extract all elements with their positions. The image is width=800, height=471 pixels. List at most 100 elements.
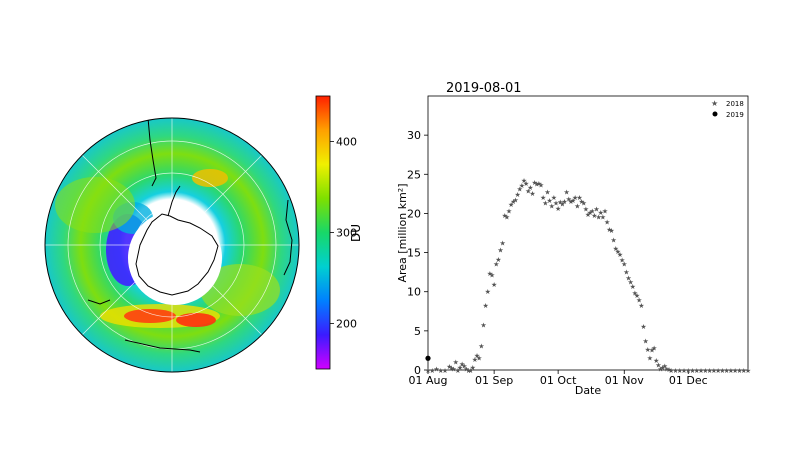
point-2018: ★ (647, 354, 653, 362)
point-2018: ★ (480, 322, 486, 330)
point-2018: ★ (508, 201, 514, 209)
point-2018: ★ (694, 367, 700, 375)
point-2018: ★ (685, 367, 691, 375)
chart-title: 2019-08-01 (446, 81, 522, 96)
point-2018: ★ (450, 365, 456, 373)
point-2018: ★ (581, 199, 587, 207)
y-tick-label: 15 (407, 247, 421, 260)
point-2018: ★ (653, 357, 659, 365)
point-2018: ★ (482, 302, 488, 310)
legend-marker-2019 (712, 111, 718, 117)
point-2018: ★ (512, 196, 518, 204)
ozone-band-se (200, 264, 280, 316)
point-2018: ★ (566, 196, 572, 204)
point-2018: ★ (689, 367, 695, 375)
point-2018: ★ (495, 256, 501, 264)
point-2018: ★ (519, 182, 525, 190)
point-2018: ★ (510, 198, 516, 206)
x-tick-label: 01 Nov (605, 374, 644, 387)
point-2018: ★ (724, 367, 730, 375)
point-2018: ★ (487, 270, 493, 278)
point-2018: ★ (640, 323, 646, 331)
point-2018: ★ (517, 185, 523, 193)
x-axis-label: Date (575, 384, 602, 397)
point-2018: ★ (527, 184, 533, 192)
point-2018: ★ (559, 200, 565, 208)
point-2018: ★ (551, 194, 557, 202)
y-tick-label: 10 (407, 286, 421, 299)
point-2018: ★ (589, 207, 595, 215)
plot-area (427, 95, 749, 371)
point-2018: ★ (638, 302, 644, 310)
y-axis-label: Area [million km²] (396, 183, 409, 282)
point-2018: ★ (465, 367, 471, 375)
point-2018: ★ (574, 203, 580, 211)
point-2018: ★ (672, 367, 678, 375)
point-2018: ★ (585, 211, 591, 219)
point-2018: ★ (657, 365, 663, 373)
point-2018: ★ (470, 364, 476, 372)
point-2018: ★ (598, 209, 604, 217)
point-2018: ★ (651, 344, 657, 352)
point-2018: ★ (459, 361, 465, 369)
point-2018: ★ (555, 205, 561, 213)
point-2018: ★ (608, 227, 614, 235)
point-2018: ★ (446, 363, 452, 371)
x-axis-ticks: 01 Aug 01 Sep 01 Oct 01 Nov 01 Dec (409, 370, 708, 387)
point-2018: ★ (529, 190, 535, 198)
point-2018: ★ (715, 367, 721, 375)
globe-outline (44, 117, 300, 373)
tasmania-coast (87, 299, 111, 305)
point-2018: ★ (491, 281, 497, 289)
point-2018: ★ (549, 203, 555, 211)
point-2018: ★ (664, 365, 670, 373)
point-2018: ★ (570, 197, 576, 205)
y-tick-label: 25 (407, 168, 421, 181)
point-2018: ★ (668, 367, 674, 375)
ozone-max-s2 (176, 313, 216, 327)
colorbar-tick-label: 200 (336, 318, 357, 331)
point-2018: ★ (642, 337, 648, 345)
point-2018: ★ (736, 367, 742, 375)
point-2018: ★ (655, 362, 661, 370)
point-2018: ★ (741, 367, 747, 375)
point-2018: ★ (625, 275, 631, 283)
ozone-field (45, 118, 299, 372)
x-tick-label: 01 Aug (409, 374, 448, 387)
point-2018: ★ (591, 212, 597, 220)
point-2018: ★ (572, 194, 578, 202)
point-2018: ★ (604, 218, 610, 226)
point-2018: ★ (596, 214, 602, 222)
point-2018: ★ (536, 180, 542, 188)
y-tick-label: 0 (414, 364, 421, 377)
point-2018: ★ (438, 367, 444, 375)
australia-nz-coast (283, 199, 293, 276)
colorbar-label: DU (349, 224, 363, 242)
point-2018: ★ (532, 179, 538, 187)
y-tick-label: 5 (414, 325, 421, 338)
point-2018: ★ (425, 367, 431, 375)
legend-label-2019: 2019 (726, 111, 744, 119)
colorbar-ticks: 200 300 400 (330, 136, 357, 331)
point-2018: ★ (621, 261, 627, 269)
point-2018: ★ (617, 251, 623, 259)
colorbar: 200 300 400 DU (315, 95, 363, 370)
y-tick-label: 20 (407, 207, 421, 220)
polar-night-cap (128, 211, 222, 305)
point-2018: ★ (506, 207, 512, 215)
data-points: ★★★★★★★★★★★★★★★★★★★★★★★★★★★★★★★★★★★★★★★★… (425, 177, 751, 375)
coastlines (87, 118, 293, 353)
x-tick-label: 01 Oct (540, 374, 577, 387)
area-timeseries: 2019-08-01 0 5 10 15 20 25 30 01 Aug 01 Sep 01 O… (396, 81, 751, 397)
point-2018: ★ (698, 367, 704, 375)
colorbar-tick-label: 400 (336, 136, 357, 149)
point-2018: ★ (474, 352, 480, 360)
point-2018: ★ (619, 257, 625, 265)
point-2018: ★ (553, 199, 559, 207)
point-2018: ★ (576, 194, 582, 202)
point-2018: ★ (544, 189, 550, 197)
point-2018: ★ (525, 188, 531, 196)
point-2018: ★ (660, 364, 666, 372)
point-2018: ★ (521, 177, 527, 185)
